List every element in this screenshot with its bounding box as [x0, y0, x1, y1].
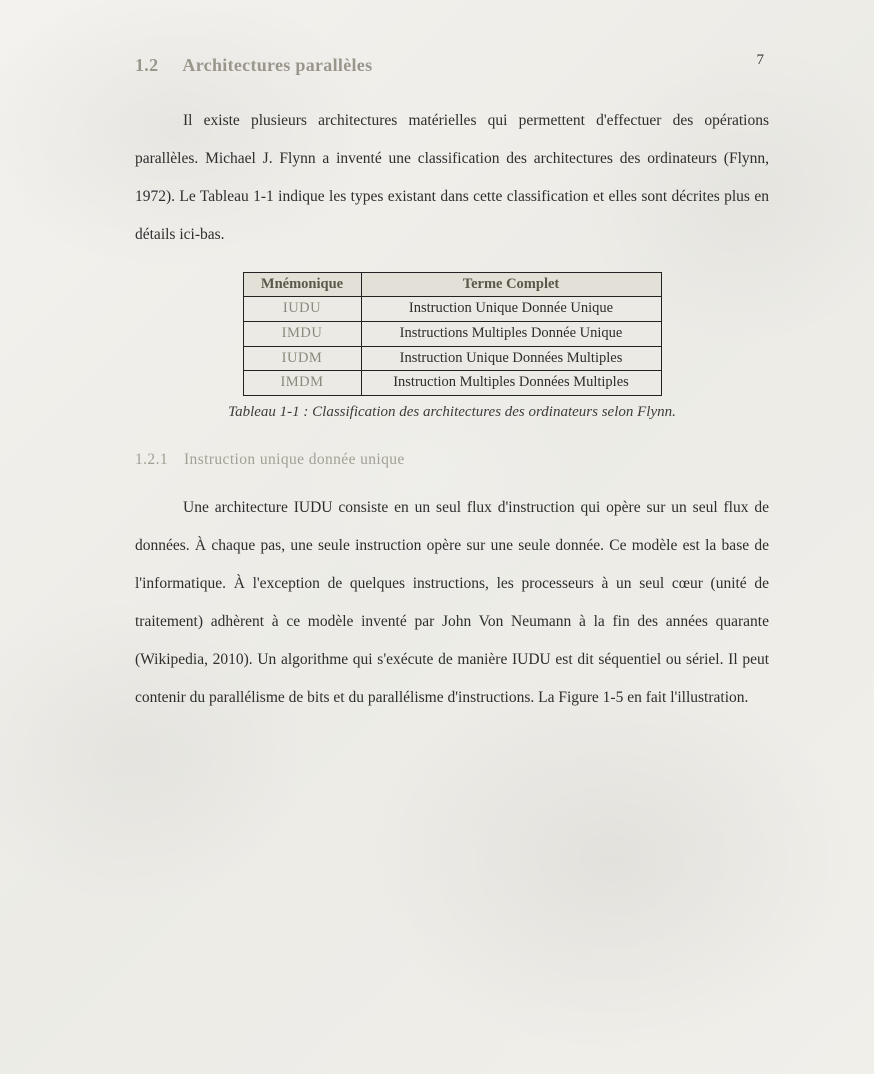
subsection-number: 1.2.1: [135, 451, 168, 468]
table-cell-mnemonic: IMDM: [243, 371, 361, 396]
table-cell-mnemonic: IUDU: [243, 297, 361, 322]
flynn-table-wrap: Mnémonique Terme Complet IUDU Instructio…: [135, 272, 769, 396]
table-header-term: Terme Complet: [361, 272, 661, 297]
table-row: IMDU Instructions Multiples Donnée Uniqu…: [243, 322, 661, 347]
paragraph-intro: Il existe plusieurs architectures matéri…: [135, 102, 769, 254]
subsection-title: Instruction unique donnée unique: [184, 451, 405, 468]
table-header-row: Mnémonique Terme Complet: [243, 272, 661, 297]
section-title: Architectures parallèles: [182, 55, 372, 75]
table-cell-mnemonic: IUDM: [243, 346, 361, 371]
table-cell-term: Instruction Unique Données Multiples: [361, 346, 661, 371]
table-cell-term: Instruction Unique Donnée Unique: [361, 297, 661, 322]
table-row: IUDM Instruction Unique Données Multiple…: [243, 346, 661, 371]
flynn-table: Mnémonique Terme Complet IUDU Instructio…: [243, 272, 662, 396]
table-cell-term: Instruction Multiples Données Multiples: [361, 371, 661, 396]
paragraph-iudu: Une architecture IUDU consiste en un seu…: [135, 489, 769, 717]
subsection-heading: 1.2.1 Instruction unique donnée unique: [135, 451, 769, 469]
table-row: IMDM Instruction Multiples Données Multi…: [243, 371, 661, 396]
table-cell-mnemonic: IMDU: [243, 322, 361, 347]
table-caption: Tableau 1-1 : Classification des archite…: [135, 404, 769, 421]
table-row: IUDU Instruction Unique Donnée Unique: [243, 297, 661, 322]
section-number: 1.2: [135, 55, 158, 75]
section-heading: 1.2 Architectures parallèles: [135, 55, 769, 76]
table-header-mnemonic: Mnémonique: [243, 272, 361, 297]
table-cell-term: Instructions Multiples Donnée Unique: [361, 322, 661, 347]
